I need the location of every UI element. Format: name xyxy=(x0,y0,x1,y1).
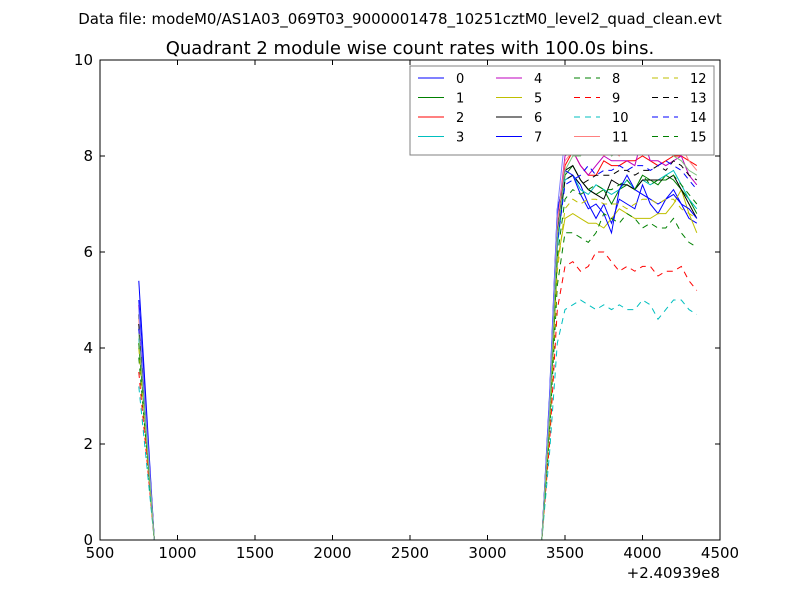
legend-label-2: 2 xyxy=(456,111,464,126)
series-line-9 xyxy=(138,251,698,541)
legend-label-6: 6 xyxy=(534,111,542,126)
x-tick-label: 4000 xyxy=(623,544,661,562)
series-layer xyxy=(138,87,698,541)
series-line-extra-16 xyxy=(138,87,698,541)
x-tick-label: 1500 xyxy=(236,544,274,562)
legend-label-11: 11 xyxy=(612,131,629,146)
legend-label-8: 8 xyxy=(612,72,620,87)
y-tick-label: 6 xyxy=(83,243,93,261)
x-tick-label: 2000 xyxy=(313,544,351,562)
y-tick-label: 10 xyxy=(74,51,93,69)
series-line-10 xyxy=(138,299,698,541)
series-line-5 xyxy=(138,188,698,541)
x-tick-label: 2500 xyxy=(391,544,429,562)
series-line-4 xyxy=(138,135,698,541)
y-tick-label: 4 xyxy=(83,339,93,357)
legend-label-7: 7 xyxy=(534,131,542,146)
legend-label-4: 4 xyxy=(534,72,542,87)
x-tick-label: 3000 xyxy=(468,544,506,562)
legend-label-0: 0 xyxy=(456,72,464,87)
legend-label-9: 9 xyxy=(612,92,620,107)
x-tick-label: 4500 xyxy=(701,544,739,562)
x-offset-label: +2.40939e8 xyxy=(627,564,720,582)
legend-label-5: 5 xyxy=(534,92,542,107)
legend-label-3: 3 xyxy=(456,131,464,146)
series-line-0 xyxy=(138,174,698,541)
legend-label-14: 14 xyxy=(690,111,707,126)
x-tick-label: 3500 xyxy=(546,544,584,562)
legend-box xyxy=(409,65,715,156)
series-line-8 xyxy=(138,212,698,541)
ticks-layer: 500 1000 1500 2000 2500 3000 3500 4000 4500 0 2 4 6 8… xyxy=(74,51,739,562)
y-tick-label: 8 xyxy=(83,147,93,165)
series-line-15 xyxy=(138,174,698,541)
legend-label-13: 13 xyxy=(690,92,707,107)
series-line-12 xyxy=(138,198,698,541)
y-tick-label: 2 xyxy=(83,435,93,453)
x-tick-label: 500 xyxy=(86,544,115,562)
chart-title: Quadrant 2 module wise count rates with … xyxy=(166,38,655,59)
series-line-2 xyxy=(138,150,698,541)
data-file-title: Data file: modeM0/AS1A03_069T03_90000014… xyxy=(78,10,722,29)
series-line-7 xyxy=(138,169,698,541)
legend-label-15: 15 xyxy=(690,131,707,146)
x-tick-label: 1000 xyxy=(158,544,196,562)
legend-label-12: 12 xyxy=(690,72,707,87)
legend-label-1: 1 xyxy=(456,92,464,107)
legend-label-10: 10 xyxy=(612,111,629,126)
series-line-13 xyxy=(138,160,698,541)
y-tick-label: 0 xyxy=(83,531,93,549)
